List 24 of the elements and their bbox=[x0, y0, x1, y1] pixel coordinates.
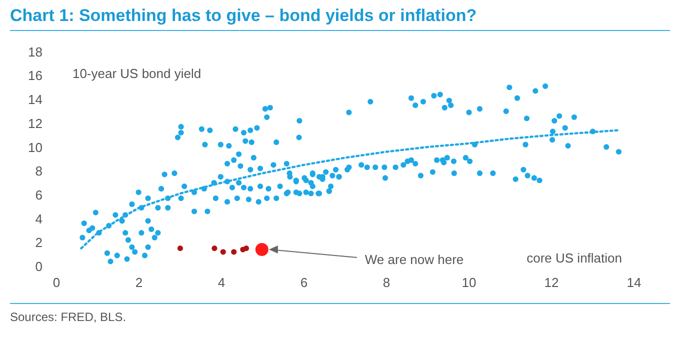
y-axis-title: 10-year US bond yield bbox=[72, 66, 202, 81]
x-axis-title: core US inflation bbox=[526, 250, 622, 266]
y-tick-label: 8 bbox=[35, 164, 42, 179]
y-tick-label: 6 bbox=[35, 187, 42, 202]
y-tick-label: 4 bbox=[35, 211, 42, 226]
y-tick-label: 18 bbox=[28, 44, 42, 60]
x-tick-label: 4 bbox=[218, 274, 226, 290]
y-tick-label: 2 bbox=[35, 235, 42, 250]
y-tick-label: 14 bbox=[28, 92, 42, 108]
y-tick-label: 12 bbox=[28, 116, 42, 131]
x-tick-label: 8 bbox=[382, 274, 390, 290]
y-tick-label: 0 bbox=[35, 258, 42, 274]
x-tick-label: 14 bbox=[626, 274, 642, 290]
x-tick-label: 6 bbox=[300, 274, 308, 290]
x-tick-label: 12 bbox=[544, 274, 559, 290]
line-series bbox=[80, 129, 619, 250]
y-tick-label: 16 bbox=[28, 68, 42, 84]
y-tick-label: 10 bbox=[28, 140, 42, 155]
source-note: Sources: FRED, BLS. bbox=[9, 309, 128, 324]
annotation: We are now here bbox=[364, 252, 464, 268]
x-tick-label: 2 bbox=[135, 274, 143, 290]
x-tick-label: 0 bbox=[52, 274, 60, 290]
x-tick-label: 10 bbox=[462, 274, 476, 290]
chart-title: Chart 1: Something has to give – bond yields or inflation? bbox=[9, 5, 478, 27]
